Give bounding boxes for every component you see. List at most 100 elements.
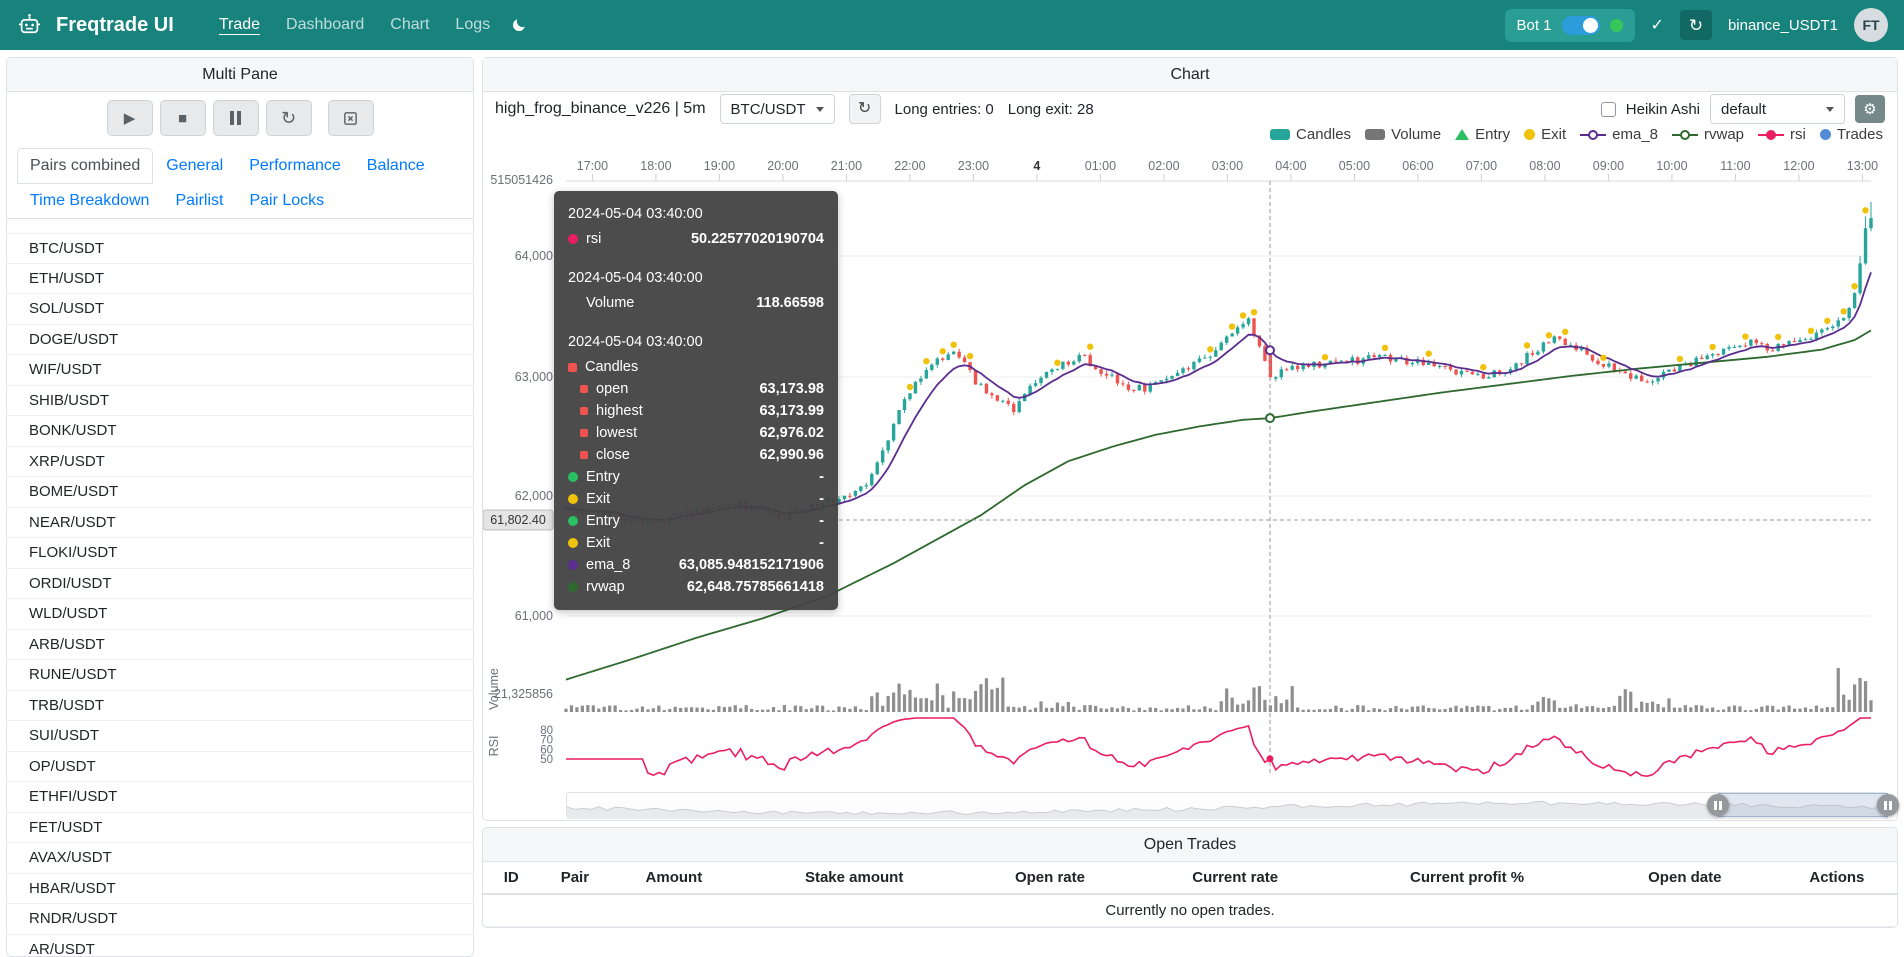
tooltip-value: 62,990.96 bbox=[759, 447, 824, 463]
nav-links: Trade Dashboard Chart Logs bbox=[210, 10, 499, 40]
column-header-current-rate[interactable]: Current rate bbox=[1129, 862, 1342, 895]
pair-row[interactable]: NEAR/USDT bbox=[7, 508, 473, 538]
status-check-icon: ✓ bbox=[1650, 17, 1664, 34]
rvwap-legend-icon bbox=[1672, 129, 1699, 140]
stop-button[interactable]: ■ bbox=[159, 100, 206, 136]
refresh-chart-button[interactable]: ↻ bbox=[848, 94, 881, 124]
pair-row[interactable]: BTC/USDT bbox=[7, 233, 473, 264]
column-header-open-date[interactable]: Open date bbox=[1592, 862, 1777, 895]
column-header-current-profit-[interactable]: Current profit % bbox=[1341, 862, 1593, 895]
column-header-open-rate[interactable]: Open rate bbox=[970, 862, 1130, 895]
pair-label: SUI/USDT bbox=[29, 727, 100, 745]
pair-row[interactable]: ARB/USDT bbox=[7, 630, 473, 660]
svg-text:70: 70 bbox=[540, 735, 553, 747]
pair-row[interactable]: BONK/USDT bbox=[7, 416, 473, 447]
datazoom-right-handle[interactable] bbox=[1877, 794, 1899, 816]
svg-text:Volume: Volume bbox=[487, 668, 501, 710]
pair-row[interactable]: XRP/USDT bbox=[7, 447, 473, 477]
pair-label: WIF/USDT bbox=[29, 361, 102, 379]
pair-row[interactable]: WIF/USDT bbox=[7, 355, 473, 386]
legend-item-exit[interactable]: Exit bbox=[1524, 126, 1566, 143]
column-header-id[interactable]: ID bbox=[483, 862, 540, 895]
column-header-actions[interactable]: Actions bbox=[1776, 862, 1897, 895]
pair-row[interactable]: AVAX/USDT bbox=[7, 843, 473, 874]
bot-power-toggle[interactable] bbox=[1561, 15, 1600, 35]
chart-area[interactable]: Candles Volume Entry Exit ema_8 rvwap rsi Trade… bbox=[483, 124, 1897, 790]
pair-row[interactable]: FET/USDT bbox=[7, 813, 473, 843]
multi-pane-panel: Multi Pane ▶ ■ ↻ Pairs combined General Pe… bbox=[6, 57, 474, 957]
svg-text:60: 60 bbox=[540, 744, 553, 756]
pair-row[interactable]: SUI/USDT bbox=[7, 721, 473, 752]
play-button[interactable]: ▶ bbox=[106, 100, 153, 136]
pair-row[interactable]: DOGE/USDT bbox=[7, 325, 473, 355]
tab-balance[interactable]: Balance bbox=[366, 157, 425, 174]
tooltip-marker bbox=[580, 407, 588, 415]
column-header-amount[interactable]: Amount bbox=[610, 862, 738, 895]
chart-settings-button[interactable]: ⚙ bbox=[1855, 95, 1885, 123]
pair-select[interactable]: BTC/USDT bbox=[719, 94, 835, 124]
tab-pairlist[interactable]: Pairlist bbox=[175, 192, 224, 209]
legend-item-ema-8[interactable]: ema_8 bbox=[1580, 126, 1658, 143]
theme-toggle-moon-icon[interactable] bbox=[511, 17, 527, 33]
column-header-stake-amount[interactable]: Stake amount bbox=[737, 862, 971, 895]
nav-link-chart[interactable]: Chart bbox=[390, 16, 430, 33]
pair-row[interactable]: WLD/USDT bbox=[7, 599, 473, 630]
svg-text:06:00: 06:00 bbox=[1402, 159, 1433, 173]
tab-pair-locks[interactable]: Pair Locks bbox=[249, 192, 325, 209]
pause-button[interactable] bbox=[212, 100, 259, 136]
pair-row[interactable]: RNDR/USDT bbox=[7, 904, 473, 935]
legend-item-candles[interactable]: Candles bbox=[1270, 126, 1351, 143]
reload-bot-button[interactable]: ↻ bbox=[1679, 10, 1712, 40]
pair-label: BOME/USDT bbox=[29, 483, 119, 501]
pair-row[interactable]: FLOKI/USDT bbox=[7, 538, 473, 569]
datazoom-left-handle[interactable] bbox=[1707, 794, 1729, 816]
svg-text:05:00: 05:00 bbox=[1339, 159, 1370, 173]
tooltip-row: Exit - bbox=[568, 532, 824, 554]
tooltip-label: lowest bbox=[596, 425, 638, 441]
bot-selector[interactable]: Bot 1 bbox=[1504, 8, 1635, 42]
tooltip-value: 62,648.75785661418 bbox=[686, 579, 824, 595]
column-header-pair[interactable]: Pair bbox=[539, 862, 611, 895]
tooltip-value: 118.66598 bbox=[756, 295, 824, 311]
datazoom-selection[interactable] bbox=[1718, 793, 1888, 817]
legend-label: ema_8 bbox=[1612, 126, 1659, 143]
nav-link-logs[interactable]: Logs bbox=[455, 16, 491, 33]
pair-label: FET/USDT bbox=[29, 818, 103, 836]
pair-row[interactable]: SOL/USDT bbox=[7, 294, 473, 325]
pair-row[interactable]: ETHFI/USDT bbox=[7, 782, 473, 813]
empty-trades-message: Currently no open trades. bbox=[483, 894, 1897, 927]
chart-header: Chart bbox=[483, 58, 1897, 92]
datazoom-track[interactable] bbox=[566, 792, 1899, 819]
force-exit-button[interactable] bbox=[327, 100, 374, 136]
nav-link-dashboard[interactable]: Dashboard bbox=[286, 16, 365, 33]
reload-config-button[interactable]: ↻ bbox=[265, 100, 312, 136]
pair-row[interactable]: BOME/USDT bbox=[7, 477, 473, 508]
tab-performance[interactable]: Performance bbox=[249, 157, 341, 174]
pair-row[interactable]: HBAR/USDT bbox=[7, 874, 473, 904]
pair-row[interactable]: OP/USDT bbox=[7, 752, 473, 782]
legend-item-entry[interactable]: Entry bbox=[1455, 126, 1510, 143]
pair-row[interactable]: AR/USDT bbox=[7, 935, 473, 956]
legend-label: Exit bbox=[1541, 126, 1567, 143]
pair-row[interactable]: TRB/USDT bbox=[7, 691, 473, 721]
heikin-ashi-checkbox[interactable] bbox=[1600, 101, 1616, 117]
svg-text:61,000: 61,000 bbox=[515, 609, 553, 623]
legend-item-volume[interactable]: Volume bbox=[1365, 126, 1441, 143]
tooltip-label: Exit bbox=[586, 535, 611, 551]
legend-item-rvwap[interactable]: rvwap bbox=[1672, 126, 1744, 143]
tab-time-breakdown[interactable]: Time Breakdown bbox=[30, 192, 150, 209]
chart-title: Chart bbox=[1170, 65, 1210, 83]
nav-link-trade[interactable]: Trade bbox=[218, 16, 261, 33]
pair-row[interactable]: ETH/USDT bbox=[7, 264, 473, 294]
bot-name: Bot 1 bbox=[1516, 16, 1552, 34]
pair-row[interactable]: RUNE/USDT bbox=[7, 660, 473, 691]
plot-config-select[interactable]: default bbox=[1710, 94, 1845, 124]
pair-row[interactable]: SHIB/USDT bbox=[7, 386, 473, 416]
legend-item-trades[interactable]: Trades bbox=[1819, 126, 1883, 143]
tab-general[interactable]: General bbox=[166, 157, 224, 174]
pair-row[interactable]: ORDI/USDT bbox=[7, 569, 473, 599]
avatar[interactable]: FT bbox=[1854, 8, 1888, 42]
legend-item-rsi[interactable]: rsi bbox=[1758, 126, 1806, 143]
tab-pairs-combined[interactable]: Pairs combined bbox=[17, 148, 154, 184]
svg-text:13:00: 13:00 bbox=[1847, 159, 1878, 173]
